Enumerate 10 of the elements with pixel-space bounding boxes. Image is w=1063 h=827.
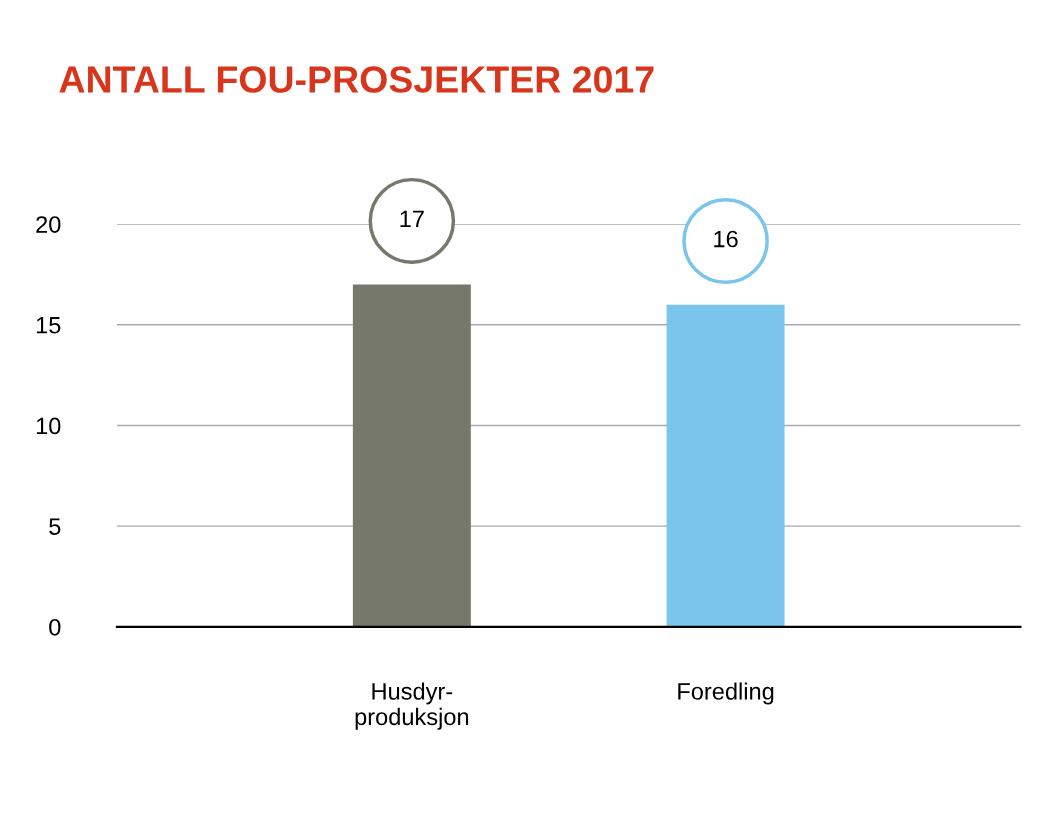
y-tick-label: 15	[36, 317, 61, 334]
chart-title: ANTALL FOU-PROSJEKTER 2017	[59, 66, 654, 93]
y-tick-label: 5	[49, 518, 61, 535]
data-label: 17	[400, 210, 424, 227]
y-tick-label: 20	[36, 216, 61, 233]
y-tick-label: 0	[49, 618, 61, 636]
x-tick-label: Husdyr- produksjon	[355, 682, 469, 730]
x-tick-label: Foredling	[678, 682, 774, 705]
y-tick-label: 10	[36, 417, 61, 435]
data-label: 16	[714, 230, 738, 248]
